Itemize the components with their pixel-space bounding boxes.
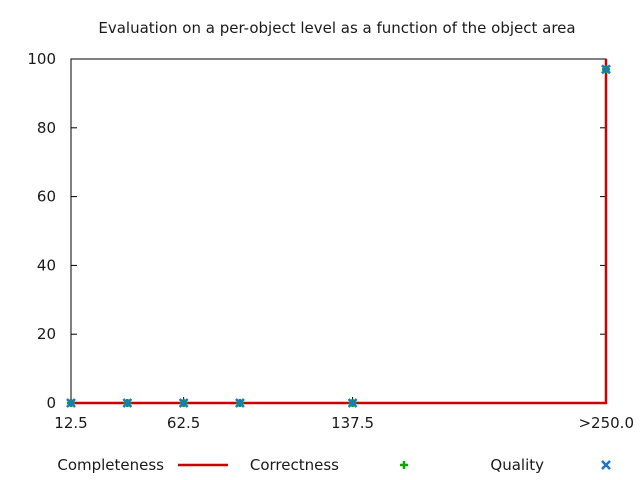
legend-item-completeness: Completeness [57, 456, 228, 474]
series-layer [66, 59, 611, 408]
legend-label: Quality [490, 456, 544, 474]
legend-swatch [400, 461, 408, 469]
chart-title: Evaluation on a per-object level as a fu… [98, 19, 575, 37]
x-tick-label: 12.5 [54, 414, 87, 432]
series-correctness [67, 65, 610, 407]
data-point [66, 398, 76, 408]
legend-swatch [601, 460, 611, 470]
x-tick-label: >250.0 [578, 414, 634, 432]
series-quality [66, 64, 611, 408]
y-tick-label: 20 [37, 325, 56, 343]
series-line [71, 59, 608, 405]
data-point [347, 398, 358, 408]
x-tick-label: 62.5 [167, 414, 200, 432]
x-tick-label: 137.5 [331, 414, 374, 432]
data-point [235, 398, 245, 408]
y-axis: 0 20 40 60 80 100 [27, 50, 606, 412]
plot-area-border [70, 58, 607, 404]
legend-item-quality: Quality [490, 456, 611, 474]
legend-label: Correctness [250, 456, 339, 474]
legend: Completeness Correctness Quality [57, 456, 611, 474]
y-tick-label: 60 [37, 188, 56, 206]
data-point [122, 398, 133, 408]
y-tick-label: 0 [46, 394, 56, 412]
legend-label: Completeness [57, 456, 164, 474]
y-tick-label: 80 [37, 119, 56, 137]
y-tick-label: 40 [37, 256, 56, 274]
y-tick-label: 100 [27, 50, 56, 68]
legend-item-correctness: Correctness [250, 456, 408, 474]
series-completeness [71, 59, 608, 405]
data-point [601, 64, 611, 75]
data-point [178, 398, 189, 408]
